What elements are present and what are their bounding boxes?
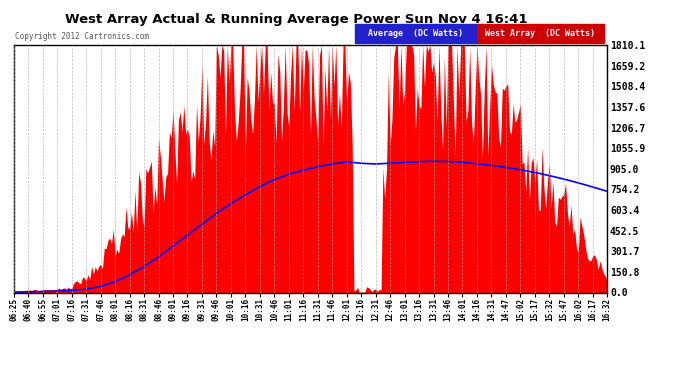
Text: Average  (DC Watts): Average (DC Watts) (368, 29, 463, 38)
Text: Copyright 2012 Cartronics.com: Copyright 2012 Cartronics.com (15, 32, 149, 41)
Text: West Array Actual & Running Average Power Sun Nov 4 16:41: West Array Actual & Running Average Powe… (66, 13, 528, 26)
FancyBboxPatch shape (355, 24, 477, 43)
FancyBboxPatch shape (477, 24, 604, 43)
Text: West Array  (DC Watts): West Array (DC Watts) (486, 29, 595, 38)
